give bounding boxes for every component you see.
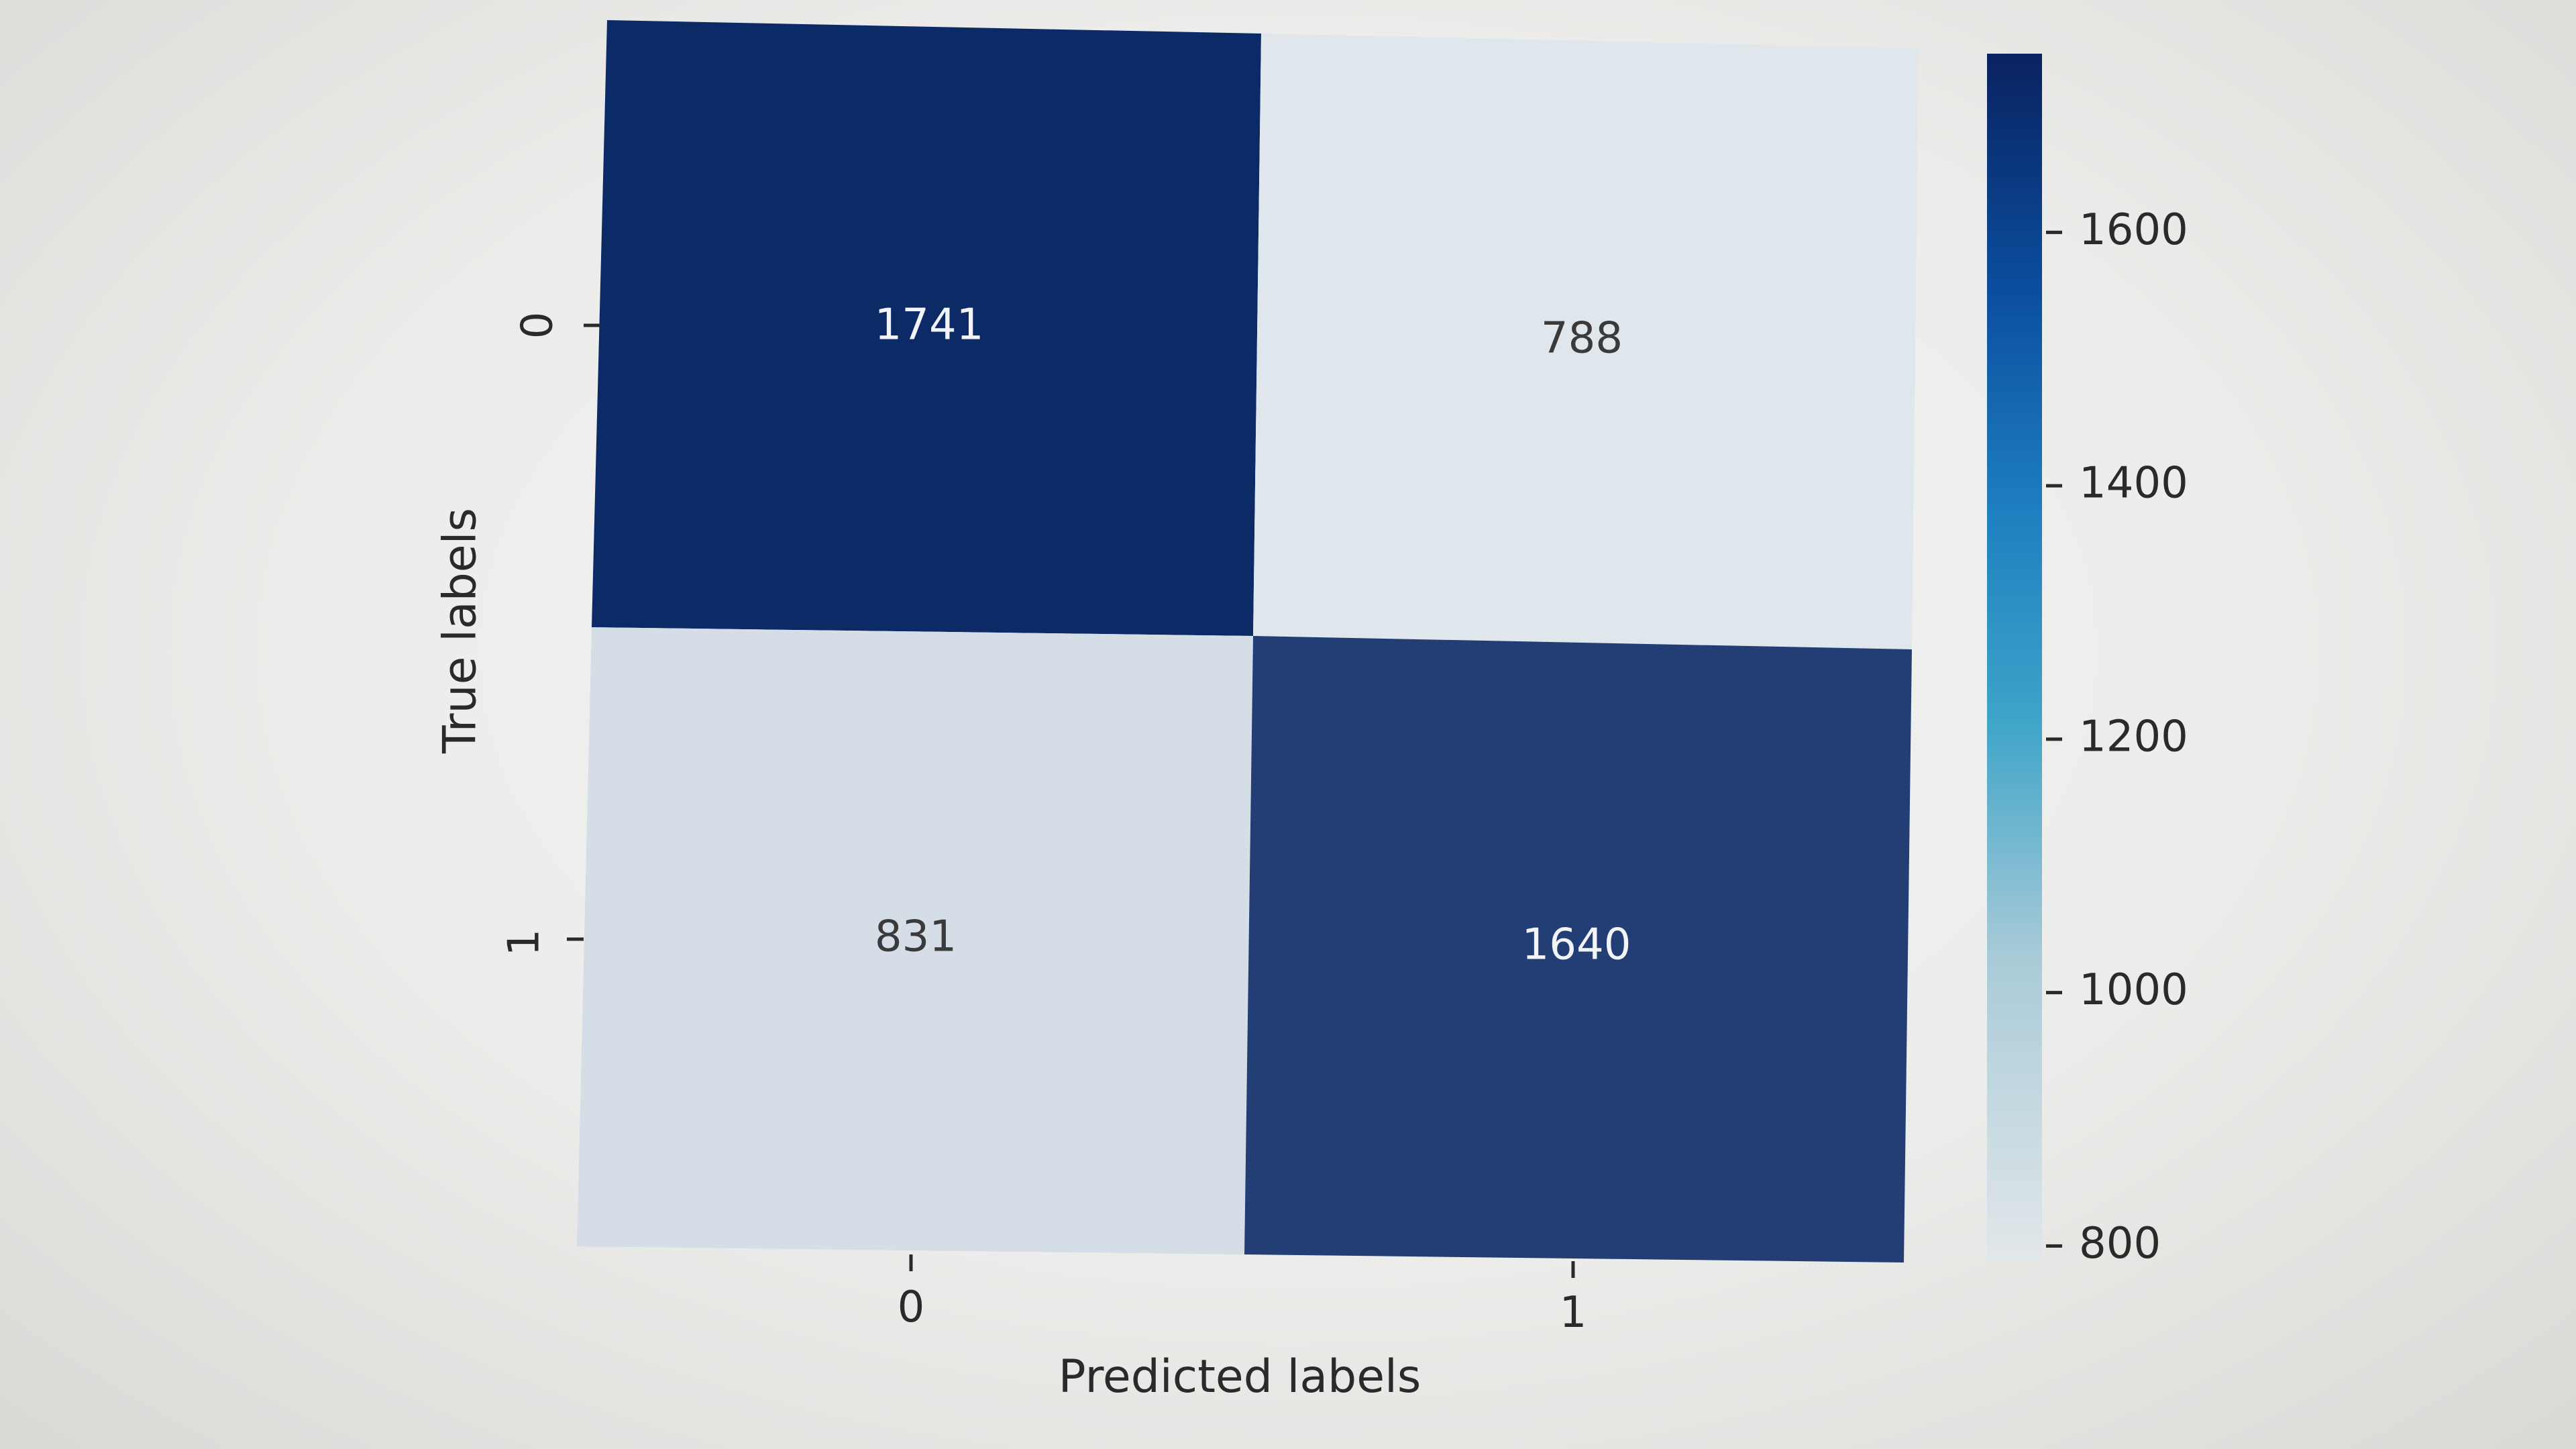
heatmap-cell-1-0 xyxy=(577,627,1253,1254)
heatmap-cell-0-1 xyxy=(1253,34,1919,649)
colorbar xyxy=(1987,54,2042,1261)
heatmap-cells xyxy=(577,20,1919,1263)
cell-label-1-0: 831 xyxy=(875,912,957,962)
y-axis-title: True labels xyxy=(434,508,487,754)
colorbar-tick-label-1400: 1400 xyxy=(2079,459,2188,508)
colorbar-tick-label-1000: 1000 xyxy=(2079,965,2188,1015)
heatmap-cell-1-1 xyxy=(1244,636,1912,1263)
y-tick-label-1: 1 xyxy=(500,929,549,957)
x-axis-title: Predicted labels xyxy=(1059,1350,1421,1403)
x-tick-label-1: 1 xyxy=(1560,1288,1587,1338)
cell-label-0-0: 1741 xyxy=(875,301,984,350)
cell-label-0-1: 788 xyxy=(1541,314,1623,364)
y-tick-label-0: 0 xyxy=(513,312,563,339)
heatmap-cell-0-0 xyxy=(592,20,1261,636)
colorbar-tick-label-800: 800 xyxy=(2079,1219,2161,1269)
colorbar-tick-label-1200: 1200 xyxy=(2079,712,2188,761)
colorbar-tick-label-1600: 1600 xyxy=(2079,205,2188,255)
cell-label-1-1: 1640 xyxy=(1522,920,1631,970)
colorbar-ticks: 800 1000 1200 1400 1600 xyxy=(2046,205,2188,1269)
x-tick-label-0: 0 xyxy=(898,1283,925,1332)
